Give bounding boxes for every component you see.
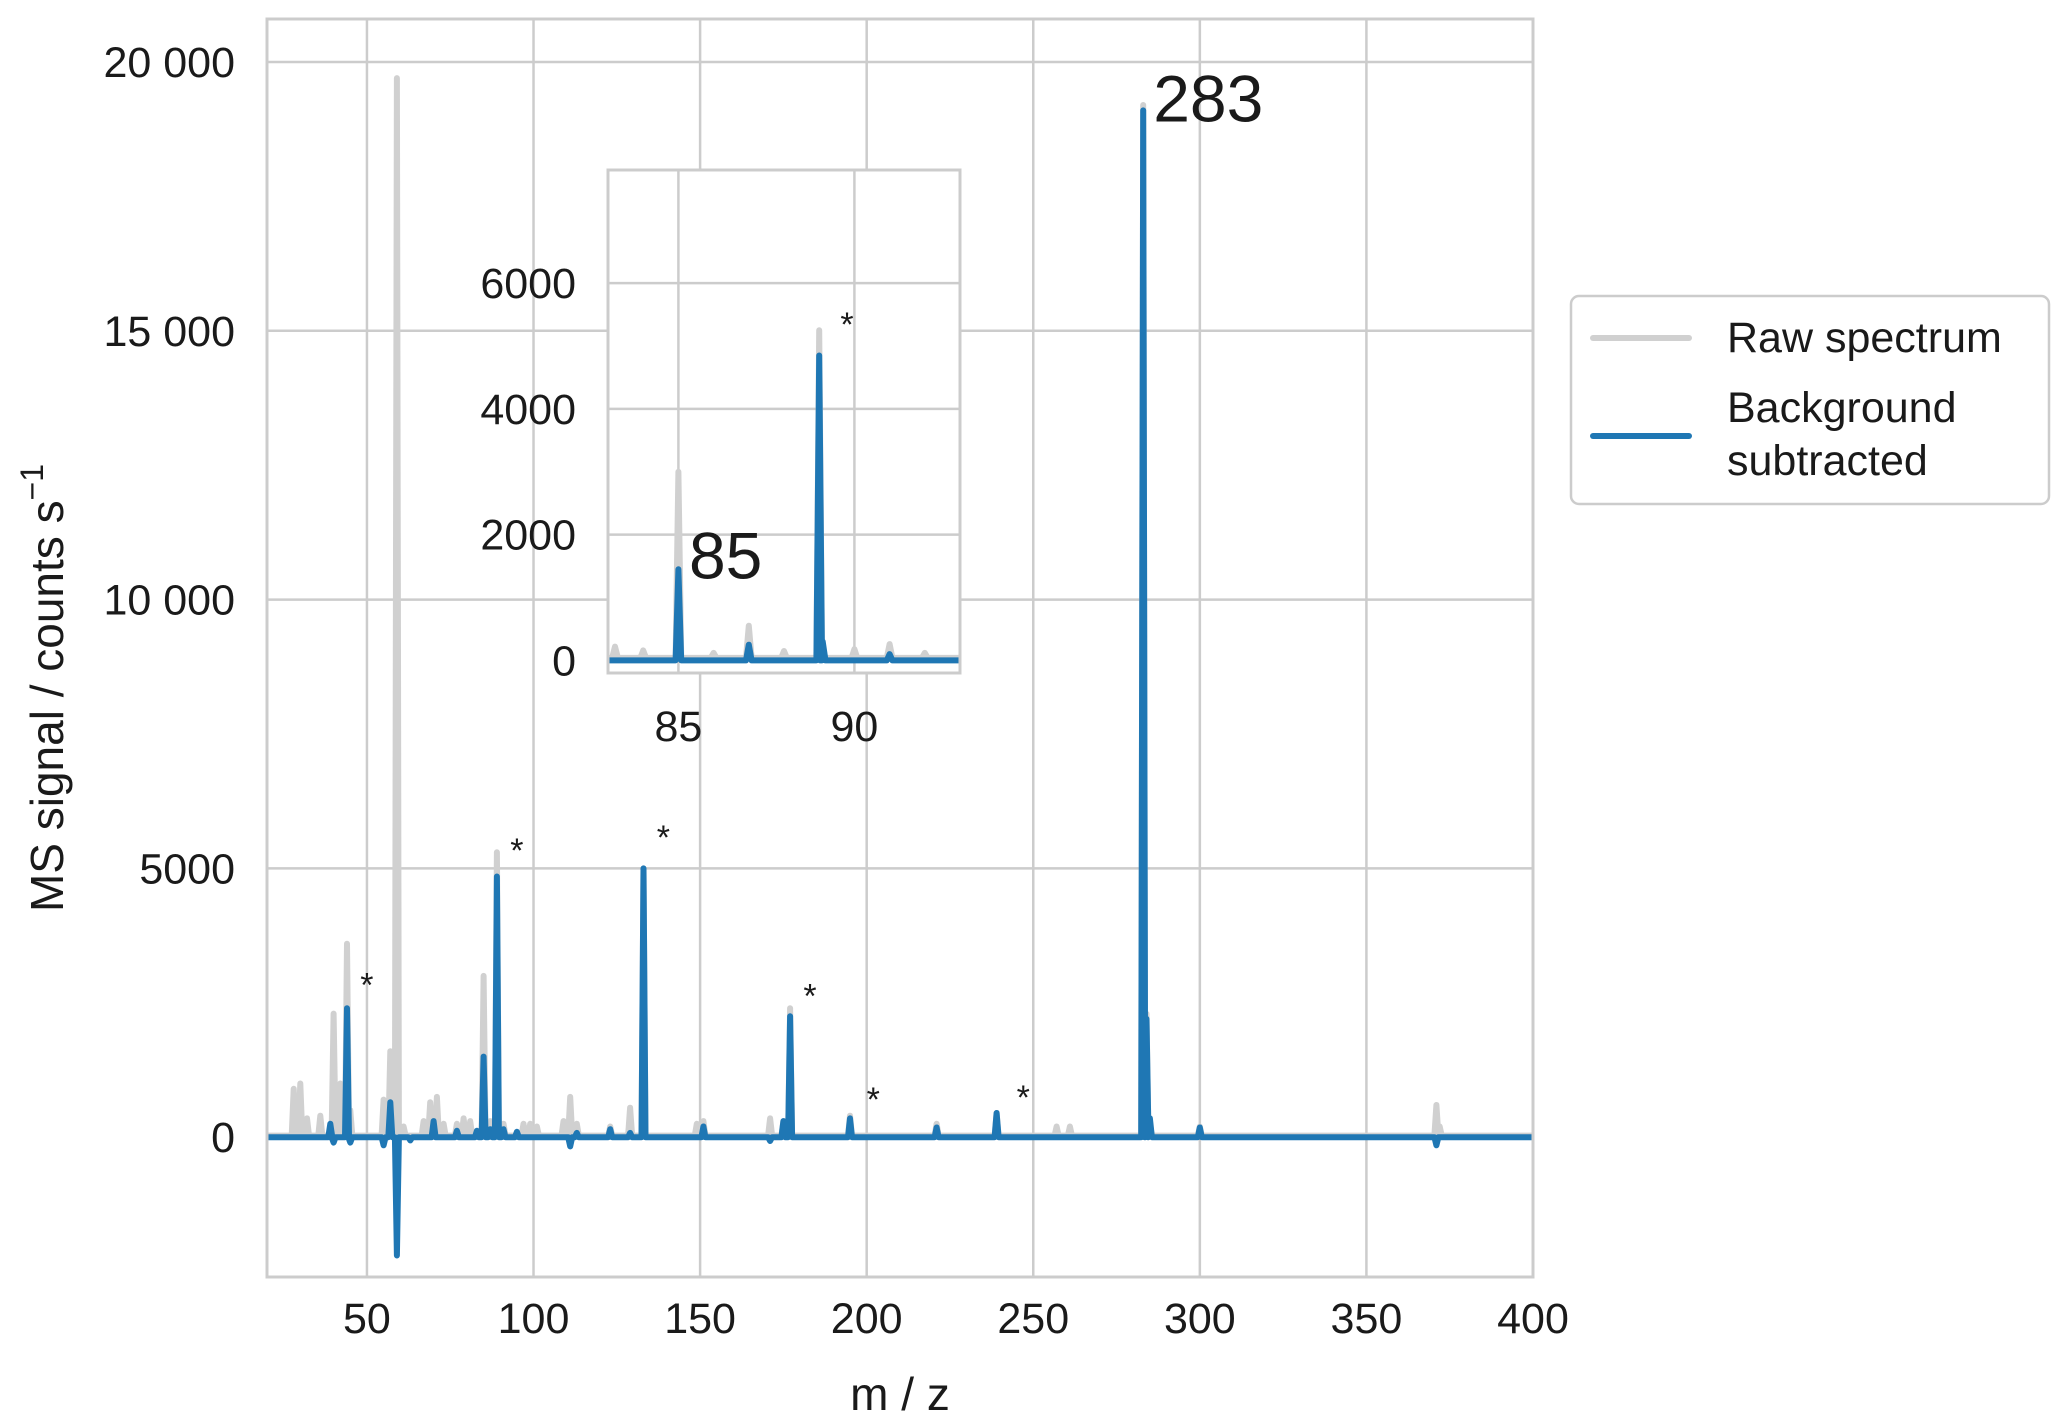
main-y-tick-label: 20 000 xyxy=(103,39,235,87)
inset-y-tick-label: 2000 xyxy=(480,512,576,560)
main-x-tick-label: 350 xyxy=(1331,1295,1403,1343)
inset-y-tick-label: 6000 xyxy=(480,260,576,308)
inset-series-group xyxy=(608,327,960,664)
inset-annotation-star: * xyxy=(840,306,853,344)
inset-y-tick-label: 4000 xyxy=(480,386,576,434)
main-y-tick-label: 5000 xyxy=(139,845,235,893)
inset-series-background-subtracted xyxy=(608,352,960,664)
inset-y-tick-label: 0 xyxy=(552,637,576,685)
main-y-tick-label: 10 000 xyxy=(103,577,235,625)
main-x-tick-label: 300 xyxy=(1164,1295,1236,1343)
main-series-group xyxy=(267,75,1533,1259)
main-series-background-subtracted xyxy=(267,107,1533,1259)
main-annotation-star: * xyxy=(657,819,670,857)
inset-x-tick-label: 85 xyxy=(654,703,702,751)
x-axis-label: m / z xyxy=(850,1368,950,1420)
y-axis-label-text: MS signal / counts s xyxy=(21,500,73,912)
main-x-tick-label: 250 xyxy=(997,1295,1069,1343)
main-annotation-283: 283 xyxy=(1153,62,1263,136)
legend-label-line: subtracted xyxy=(1727,437,1928,485)
legend-label-raw-spectrum: Raw spectrum xyxy=(1727,314,2002,362)
main-x-tick-label: 50 xyxy=(343,1295,391,1343)
main-annotation-star: * xyxy=(360,967,373,1005)
inset-plot-background xyxy=(608,170,960,673)
main-annotation-star: * xyxy=(803,977,816,1015)
inset-annotation-85: 85 xyxy=(689,519,762,593)
main-annotation-star: * xyxy=(1017,1079,1030,1117)
y-axis-label-superscript: −1 xyxy=(14,464,50,500)
main-annotation-star: * xyxy=(510,832,523,870)
legend-box xyxy=(1569,294,2051,506)
main-x-tick-label: 150 xyxy=(664,1295,736,1343)
main-x-tick-label: 200 xyxy=(831,1295,903,1343)
inset-frame xyxy=(606,168,962,675)
inset-plot: 85 90 0 2000 4000 6000 85 * xyxy=(480,168,962,751)
main-x-tick-label: 100 xyxy=(498,1295,570,1343)
legend: Raw spectrum Background subtracted xyxy=(1569,294,2051,506)
legend-label-background-subtracted: Background subtracted xyxy=(1727,384,1957,485)
inset-x-tick-label: 90 xyxy=(830,703,878,751)
main-x-tick-label: 400 xyxy=(1497,1295,1569,1343)
main-y-tick-label: 15 000 xyxy=(103,308,235,356)
legend-label-line: Background xyxy=(1727,384,1957,432)
y-axis-label: MS signal / counts s−1 xyxy=(14,464,73,912)
main-annotation-star: * xyxy=(867,1081,880,1119)
main-y-tick-label: 0 xyxy=(211,1114,235,1162)
main-frame xyxy=(265,17,1535,1279)
